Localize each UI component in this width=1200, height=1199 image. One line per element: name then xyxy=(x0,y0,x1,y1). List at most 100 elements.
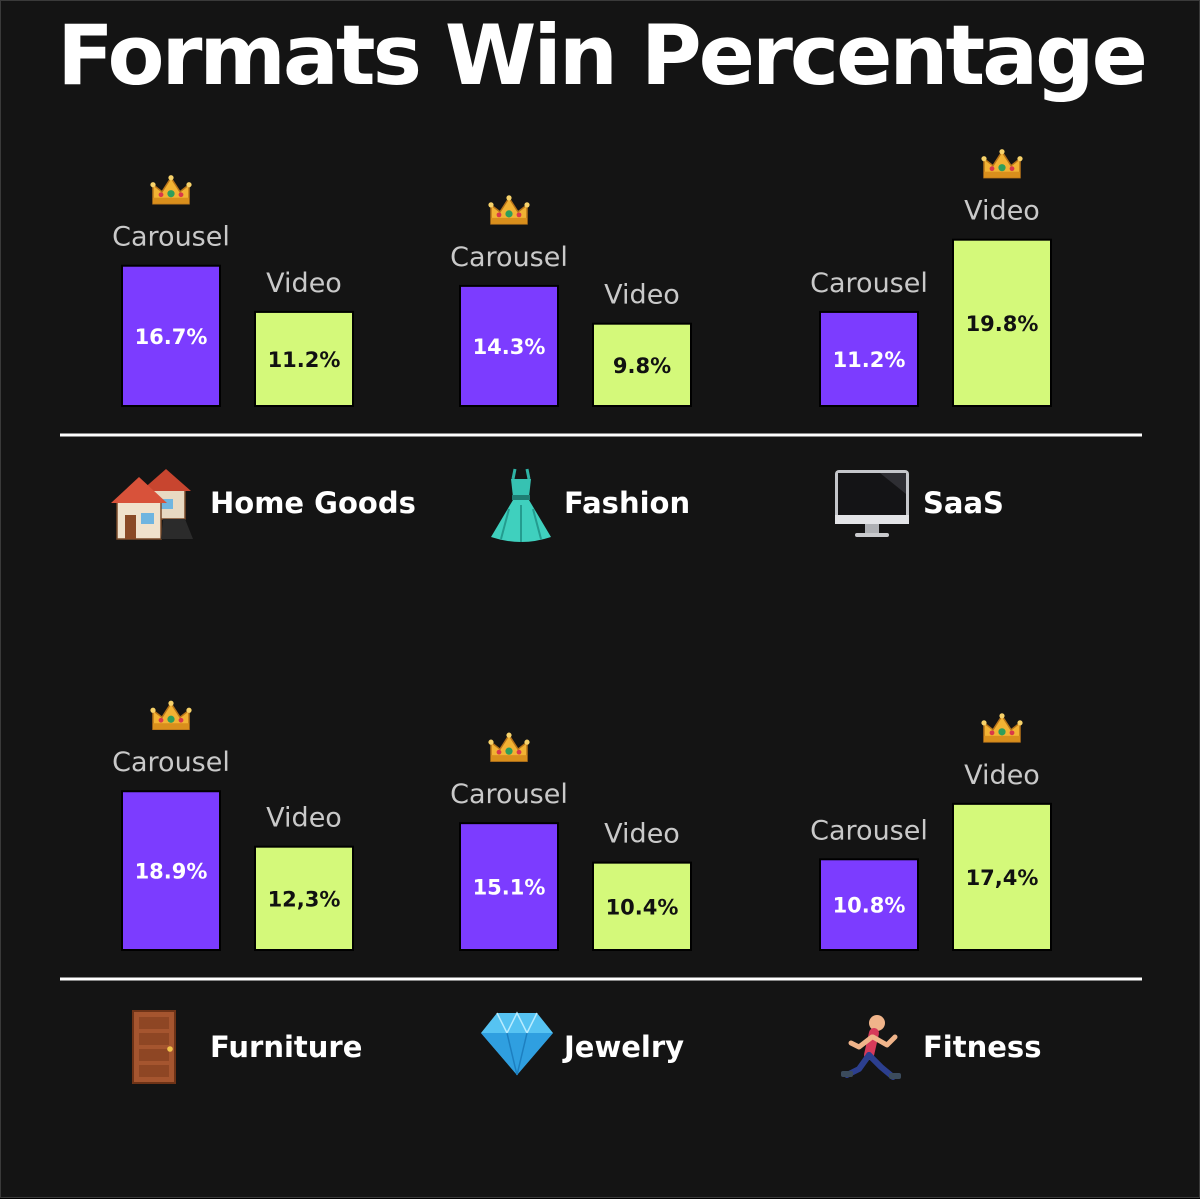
crown-gem xyxy=(505,210,513,218)
category-label: Fitness xyxy=(923,1030,1041,1064)
crown-gem xyxy=(1009,730,1015,736)
dress-belt xyxy=(512,495,530,500)
dress-bodice xyxy=(511,479,531,497)
gem-facet xyxy=(496,1011,538,1035)
bar-value-label: 17,4% xyxy=(966,866,1039,890)
bar-video xyxy=(254,845,354,951)
crown-gem xyxy=(158,717,164,723)
door-inset xyxy=(139,1033,169,1045)
monitor-base xyxy=(855,533,889,537)
crown-icon xyxy=(488,732,530,762)
format-label: Carousel xyxy=(450,242,568,273)
bar-value-label: 16.7% xyxy=(135,325,208,349)
crown-point xyxy=(506,732,512,738)
crown-gem xyxy=(989,730,995,736)
crown-gem xyxy=(496,749,502,755)
format-label: Video xyxy=(266,268,342,299)
bar-value-label: 19.8% xyxy=(966,312,1039,336)
format-label: Video xyxy=(266,803,342,834)
panel-home-goods: 16.7% Carousel 11.2% Video Home Goods xyxy=(111,175,416,540)
crown-gem xyxy=(516,749,522,755)
crown-point xyxy=(524,202,530,208)
bar-value-label: 14.3% xyxy=(473,335,546,359)
crown-band xyxy=(153,197,189,204)
crown-gem xyxy=(158,192,164,198)
runner-shoe xyxy=(889,1073,901,1079)
crown-gem xyxy=(167,190,175,198)
category-label: Fashion xyxy=(564,486,690,520)
crown-band xyxy=(491,217,527,224)
crown-point xyxy=(488,202,494,208)
format-label: Carousel xyxy=(810,268,928,299)
crown-point xyxy=(186,707,192,713)
category-label: Jewelry xyxy=(562,1030,684,1064)
crown-point xyxy=(999,713,1005,719)
crown-point xyxy=(168,175,174,181)
dress-strap xyxy=(511,468,531,480)
crown-point xyxy=(981,156,987,162)
house-path xyxy=(161,519,193,539)
crown-band xyxy=(984,735,1020,742)
category-label: Furniture xyxy=(210,1030,362,1064)
chart-title: Formats Win Percentage xyxy=(57,7,1148,104)
door-inset xyxy=(139,1017,169,1029)
door-inset xyxy=(139,1065,169,1077)
crown-point xyxy=(1017,156,1023,162)
bar-value-label: 10.8% xyxy=(833,894,906,918)
crown-icon xyxy=(150,175,192,205)
category-label: Home Goods xyxy=(210,486,416,520)
dress-icon xyxy=(491,468,551,542)
bar-value-label: 9.8% xyxy=(613,354,671,378)
crown-band xyxy=(984,171,1020,178)
crown-point xyxy=(506,195,512,201)
runner-shoe xyxy=(841,1071,853,1077)
category-label: SaaS xyxy=(923,486,1004,520)
door-inset xyxy=(139,1049,169,1061)
format-label: Video xyxy=(604,280,680,311)
panel-fitness: 10.8% Carousel 17,4% Video Fitness xyxy=(810,713,1052,1080)
crown-gem xyxy=(1009,166,1015,172)
monitor-chin xyxy=(835,515,909,524)
bar-video xyxy=(592,861,692,952)
bar-video xyxy=(254,310,354,408)
runner-icon xyxy=(841,1015,901,1080)
crown-point xyxy=(524,739,530,745)
crown-gem xyxy=(998,728,1006,736)
crown-icon xyxy=(981,149,1023,179)
bar-value-label: 11.2% xyxy=(833,348,906,372)
crown-gem xyxy=(505,747,513,755)
crown-point xyxy=(488,739,494,745)
panel-furniture: 18.9% Carousel 12,3% Video Furniture xyxy=(112,700,362,1084)
house-window xyxy=(141,513,154,524)
crown-gem xyxy=(496,212,502,218)
house-window xyxy=(161,499,173,509)
crown-icon xyxy=(150,700,192,730)
panel-jewelry: 15.1% Carousel 10.4% Video Jewelry xyxy=(450,732,692,1076)
bar-carousel xyxy=(819,858,919,952)
crown-icon xyxy=(488,195,530,225)
monitor-neck xyxy=(865,524,879,533)
crown-point xyxy=(150,182,156,188)
desktop-computer-icon xyxy=(835,470,909,537)
crown-point xyxy=(999,149,1005,155)
runner-leg xyxy=(866,1052,896,1080)
crown-icon xyxy=(981,713,1023,743)
format-label: Video xyxy=(604,819,680,850)
bar-value-label: 12,3% xyxy=(268,887,341,911)
bar-video xyxy=(952,802,1052,952)
runner-arm xyxy=(848,1034,875,1050)
format-label: Video xyxy=(964,196,1040,227)
crown-point xyxy=(168,700,174,706)
crown-point xyxy=(150,707,156,713)
bar-carousel xyxy=(121,790,221,951)
crown-gem xyxy=(178,717,184,723)
panel-fashion: 14.3% Carousel 9.8% Video Fashion xyxy=(450,195,692,542)
crown-gem xyxy=(989,166,995,172)
houses-icon xyxy=(111,469,193,540)
format-label: Carousel xyxy=(112,747,230,778)
bar-carousel xyxy=(459,822,559,951)
crown-gem xyxy=(998,164,1006,172)
bar-value-label: 11.2% xyxy=(268,348,341,372)
